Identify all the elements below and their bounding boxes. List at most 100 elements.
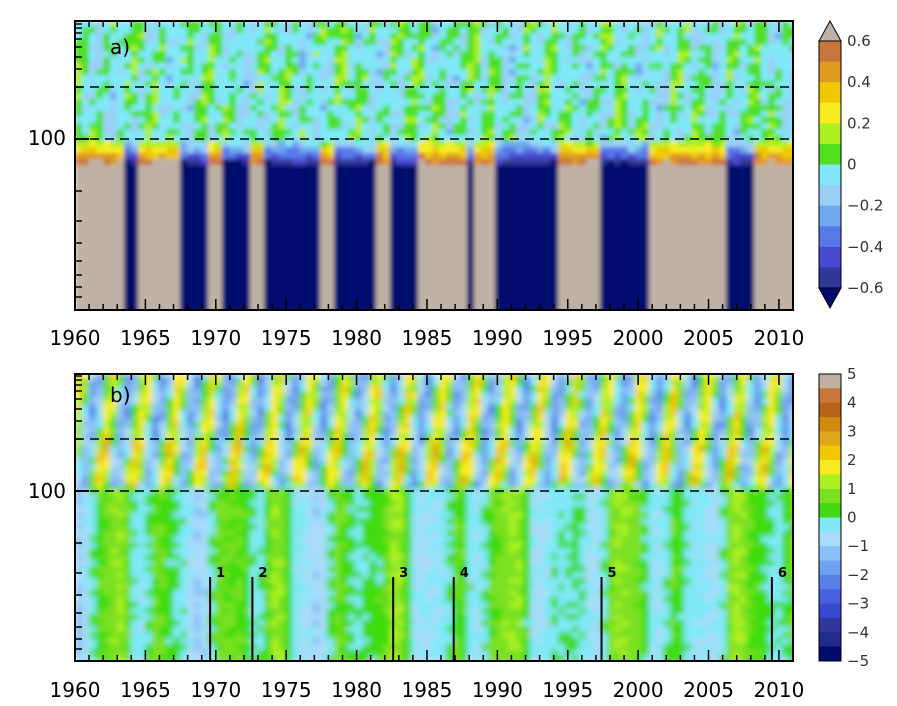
field-cell bbox=[537, 219, 545, 226]
field-cell bbox=[726, 231, 734, 238]
field-cell bbox=[187, 39, 195, 46]
field-cell bbox=[509, 75, 517, 82]
field-cell bbox=[551, 189, 559, 196]
field-cell bbox=[460, 189, 468, 196]
field-cell bbox=[271, 285, 279, 292]
field-cell bbox=[152, 219, 160, 226]
field-cell bbox=[201, 237, 209, 244]
field-cell bbox=[103, 189, 111, 196]
field-cell bbox=[355, 105, 363, 112]
field-cell bbox=[257, 159, 265, 166]
field-cell bbox=[467, 303, 475, 310]
field-cell bbox=[579, 237, 587, 244]
field-cell bbox=[474, 123, 482, 130]
field-cell bbox=[187, 87, 195, 94]
field-cell bbox=[474, 195, 482, 202]
field-cell bbox=[558, 39, 566, 46]
field-cell bbox=[369, 81, 377, 88]
field-cell bbox=[320, 87, 328, 94]
field-cell bbox=[362, 195, 370, 202]
field-cell bbox=[327, 75, 335, 82]
field-cell bbox=[362, 255, 370, 262]
field-cell bbox=[628, 69, 636, 76]
field-cell bbox=[313, 237, 321, 244]
field-cell bbox=[411, 81, 419, 88]
field-cell bbox=[635, 291, 643, 298]
field-cell bbox=[635, 183, 643, 190]
field-cell bbox=[579, 141, 587, 148]
field-cell bbox=[705, 159, 713, 166]
field-cell bbox=[75, 165, 83, 172]
field-cell bbox=[355, 165, 363, 172]
field-cell bbox=[684, 171, 692, 178]
field-cell bbox=[593, 231, 601, 238]
field-cell bbox=[460, 237, 468, 244]
field-cell bbox=[593, 285, 601, 292]
field-cell bbox=[635, 27, 643, 34]
field-cell bbox=[138, 189, 146, 196]
field-cell bbox=[761, 195, 769, 202]
field-cell bbox=[278, 225, 286, 232]
field-cell bbox=[103, 165, 111, 172]
field-cell bbox=[404, 39, 412, 46]
field-cell bbox=[509, 93, 517, 100]
field-cell bbox=[775, 171, 783, 178]
field-cell bbox=[96, 105, 104, 112]
field-cell bbox=[719, 255, 727, 262]
field-cell bbox=[628, 51, 636, 58]
field-cell bbox=[579, 117, 587, 124]
field-cell bbox=[152, 117, 160, 124]
field-cell bbox=[621, 75, 629, 82]
field-cell bbox=[684, 261, 692, 268]
field-cell bbox=[516, 111, 524, 118]
field-cell bbox=[404, 195, 412, 202]
field-cell bbox=[607, 141, 615, 148]
field-cell bbox=[565, 195, 573, 202]
field-cell bbox=[173, 243, 181, 250]
field-cell bbox=[614, 171, 622, 178]
field-cell bbox=[712, 63, 720, 70]
field-cell bbox=[425, 195, 433, 202]
field-cell bbox=[264, 195, 272, 202]
field-cell bbox=[768, 147, 776, 154]
field-cell bbox=[537, 27, 545, 34]
field-cell bbox=[740, 111, 748, 118]
field-cell bbox=[761, 117, 769, 124]
field-cell bbox=[320, 183, 328, 190]
field-cell bbox=[439, 93, 447, 100]
field-cell bbox=[131, 177, 139, 184]
field-cell bbox=[537, 267, 545, 274]
field-cell bbox=[215, 69, 223, 76]
field-cell bbox=[740, 213, 748, 220]
field-cell bbox=[313, 243, 321, 250]
field-cell bbox=[425, 249, 433, 256]
field-cell bbox=[488, 93, 496, 100]
field-cell bbox=[89, 237, 97, 244]
field-cell bbox=[768, 165, 776, 172]
field-cell bbox=[131, 213, 139, 220]
field-cell bbox=[495, 177, 503, 184]
field-cell bbox=[453, 225, 461, 232]
field-cell bbox=[649, 201, 657, 208]
field-cell bbox=[82, 243, 90, 250]
field-cell bbox=[152, 129, 160, 136]
field-cell bbox=[726, 225, 734, 232]
field-cell bbox=[348, 231, 356, 238]
field-cell bbox=[565, 39, 573, 46]
field-cell bbox=[299, 171, 307, 178]
field-cell bbox=[677, 165, 685, 172]
field-cell bbox=[250, 201, 258, 208]
field-cell bbox=[544, 297, 552, 304]
field-cell bbox=[453, 249, 461, 256]
field-cell bbox=[397, 141, 405, 148]
field-cell bbox=[173, 93, 181, 100]
field-cell bbox=[166, 153, 174, 160]
field-cell bbox=[768, 51, 776, 58]
field-cell bbox=[173, 129, 181, 136]
field-cell bbox=[467, 147, 475, 154]
field-cell bbox=[117, 279, 125, 286]
field-cell bbox=[292, 99, 300, 106]
field-cell bbox=[397, 147, 405, 154]
field-cell bbox=[684, 225, 692, 232]
field-cell bbox=[684, 267, 692, 274]
